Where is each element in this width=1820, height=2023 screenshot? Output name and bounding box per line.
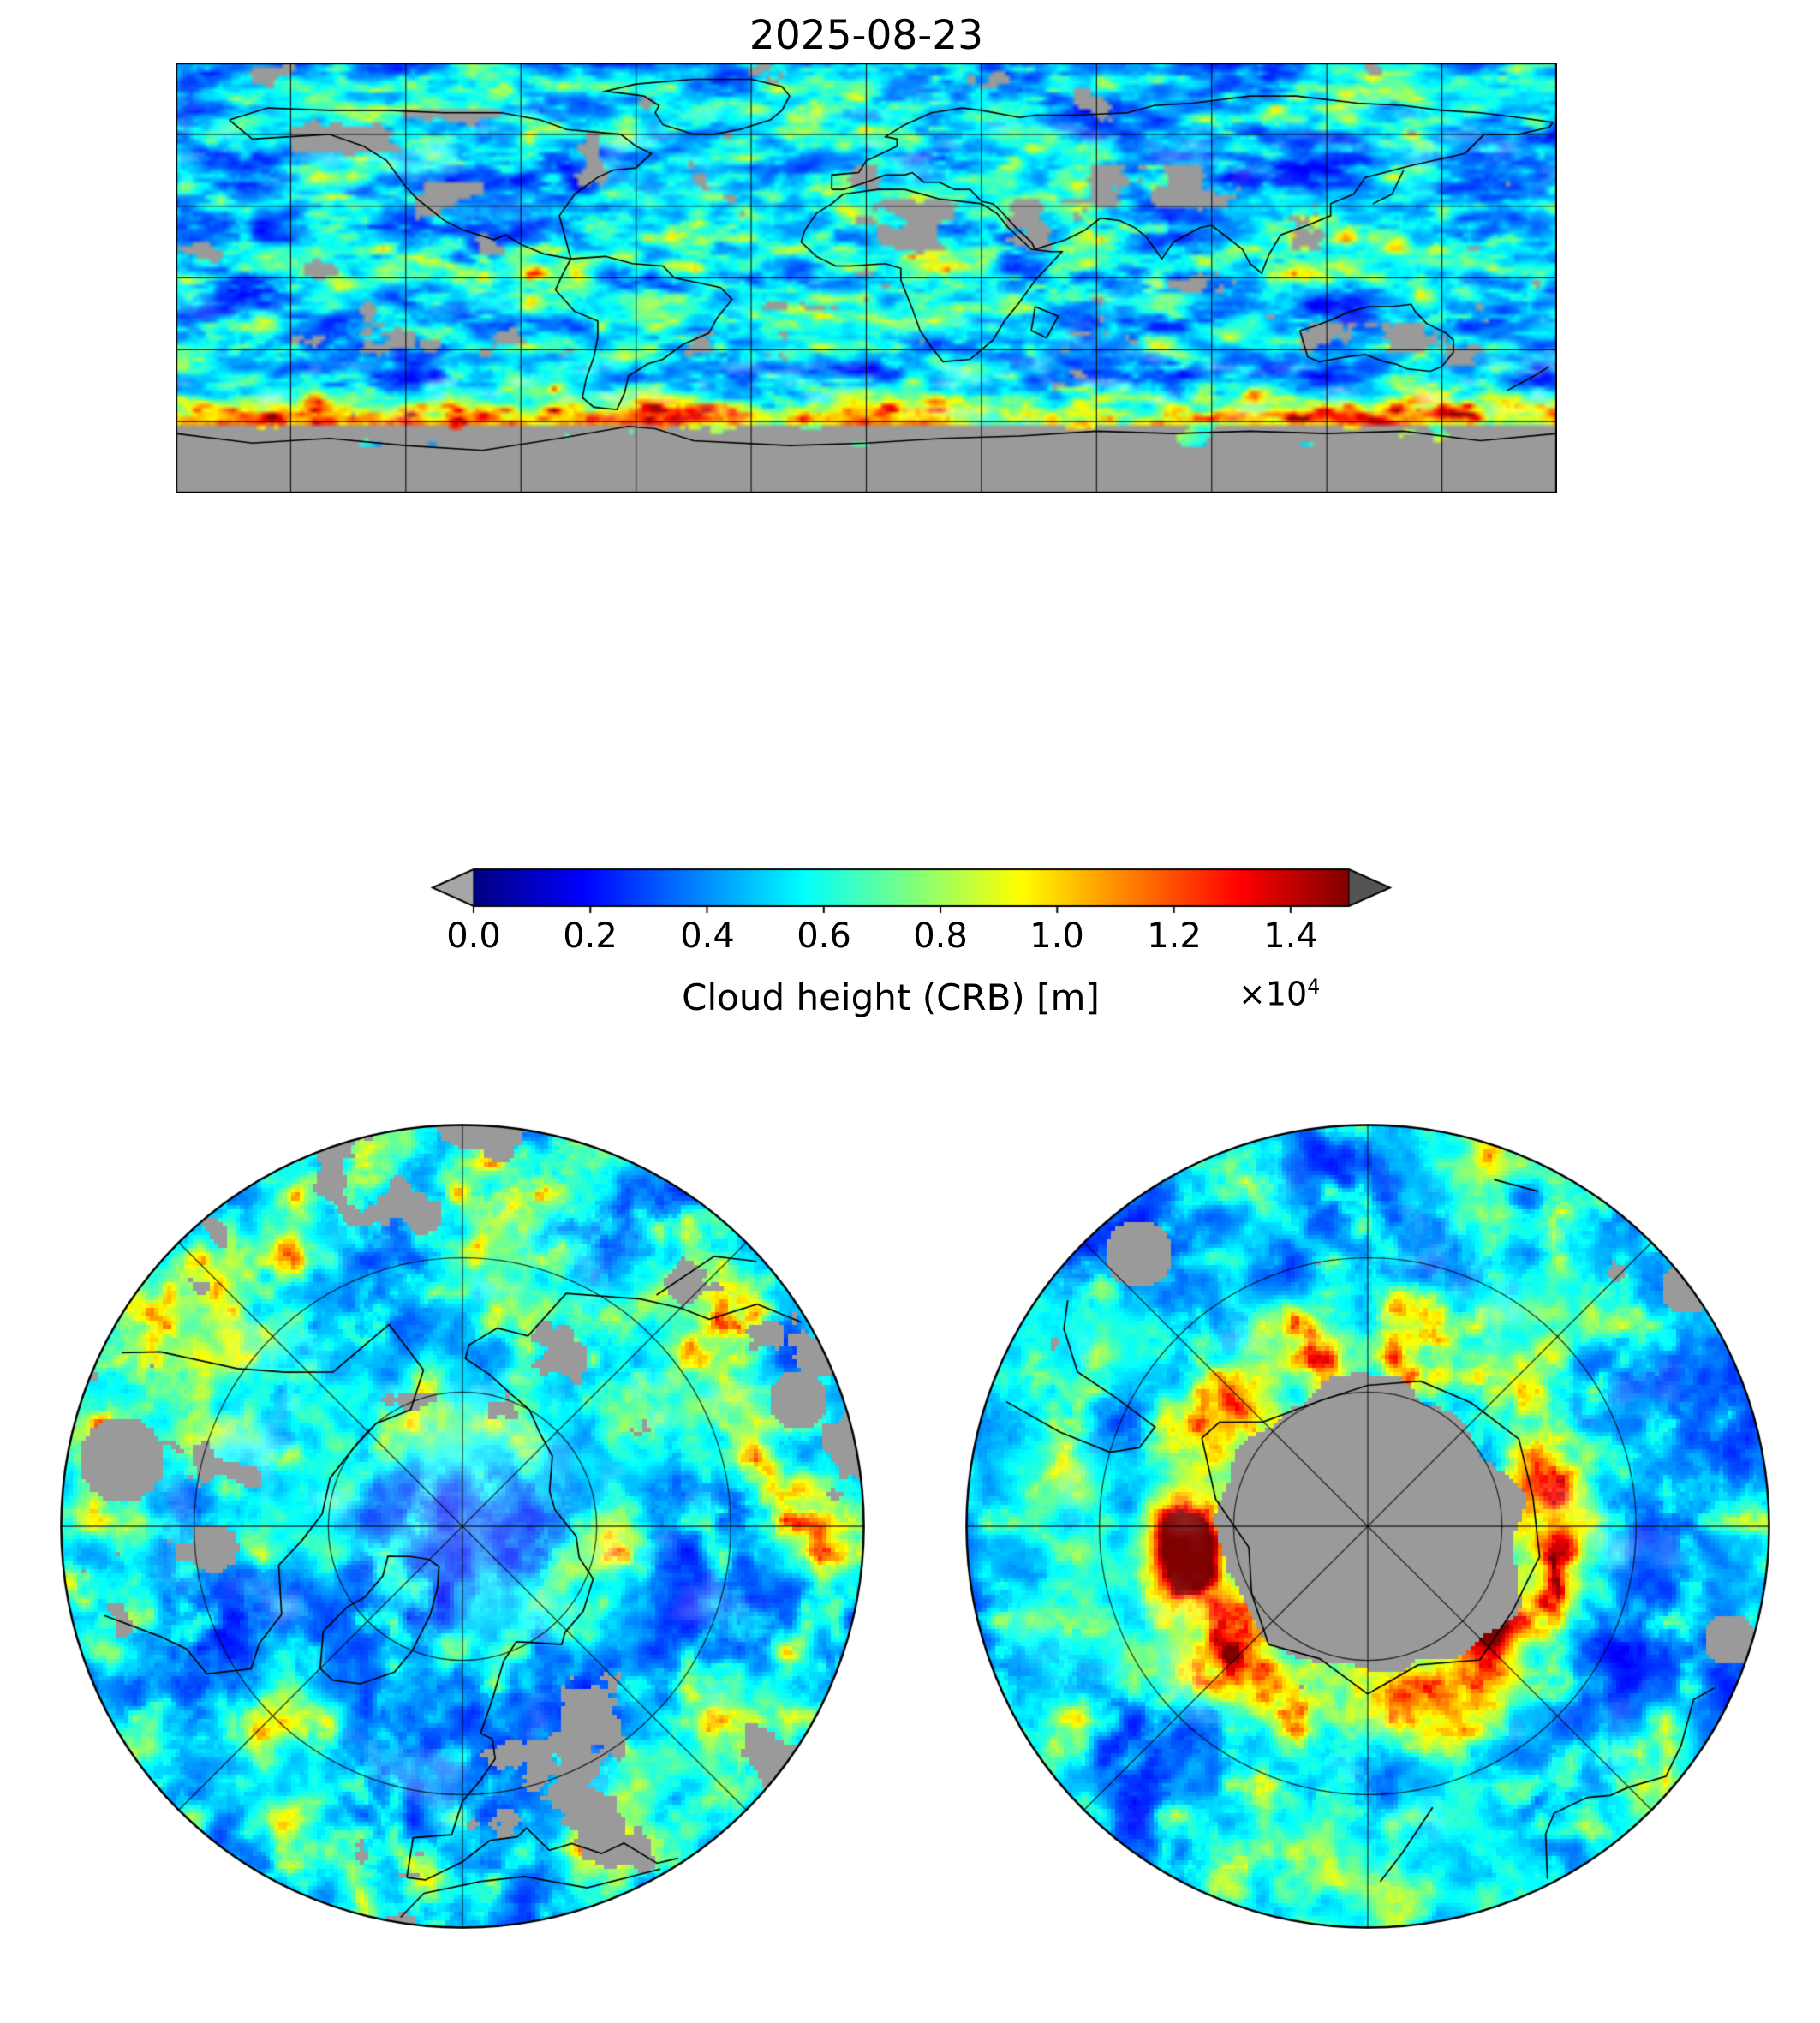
colorbar-tick-label: 1.2 bbox=[1147, 916, 1202, 956]
colorbar-axis-label: Cloud height (CRB) [m] bbox=[682, 976, 1100, 1018]
colorbar-tick-label: 1.0 bbox=[1029, 916, 1084, 956]
colorbar-tick-label: 0.0 bbox=[446, 916, 501, 956]
colorbar-tick-label: 0.8 bbox=[913, 916, 968, 956]
colorbar-tick-label: 0.4 bbox=[680, 916, 735, 956]
colorbar bbox=[428, 865, 1394, 916]
global-cloud-height-map bbox=[176, 63, 1557, 493]
figure-title: 2025-08-23 bbox=[749, 12, 984, 59]
south-polar-cloud-height-map bbox=[965, 1124, 1770, 1929]
scale-multiplier: ×10 bbox=[1238, 975, 1308, 1013]
colorbar-scale-factor: ×104 bbox=[1238, 975, 1320, 1013]
colorbar-tick-label: 0.6 bbox=[797, 916, 851, 956]
colorbar-tick-label: 1.4 bbox=[1263, 916, 1318, 956]
colorbar-tick-label: 0.2 bbox=[563, 916, 618, 956]
scale-exponent: 4 bbox=[1307, 975, 1321, 999]
north-polar-cloud-height-map bbox=[60, 1124, 865, 1929]
